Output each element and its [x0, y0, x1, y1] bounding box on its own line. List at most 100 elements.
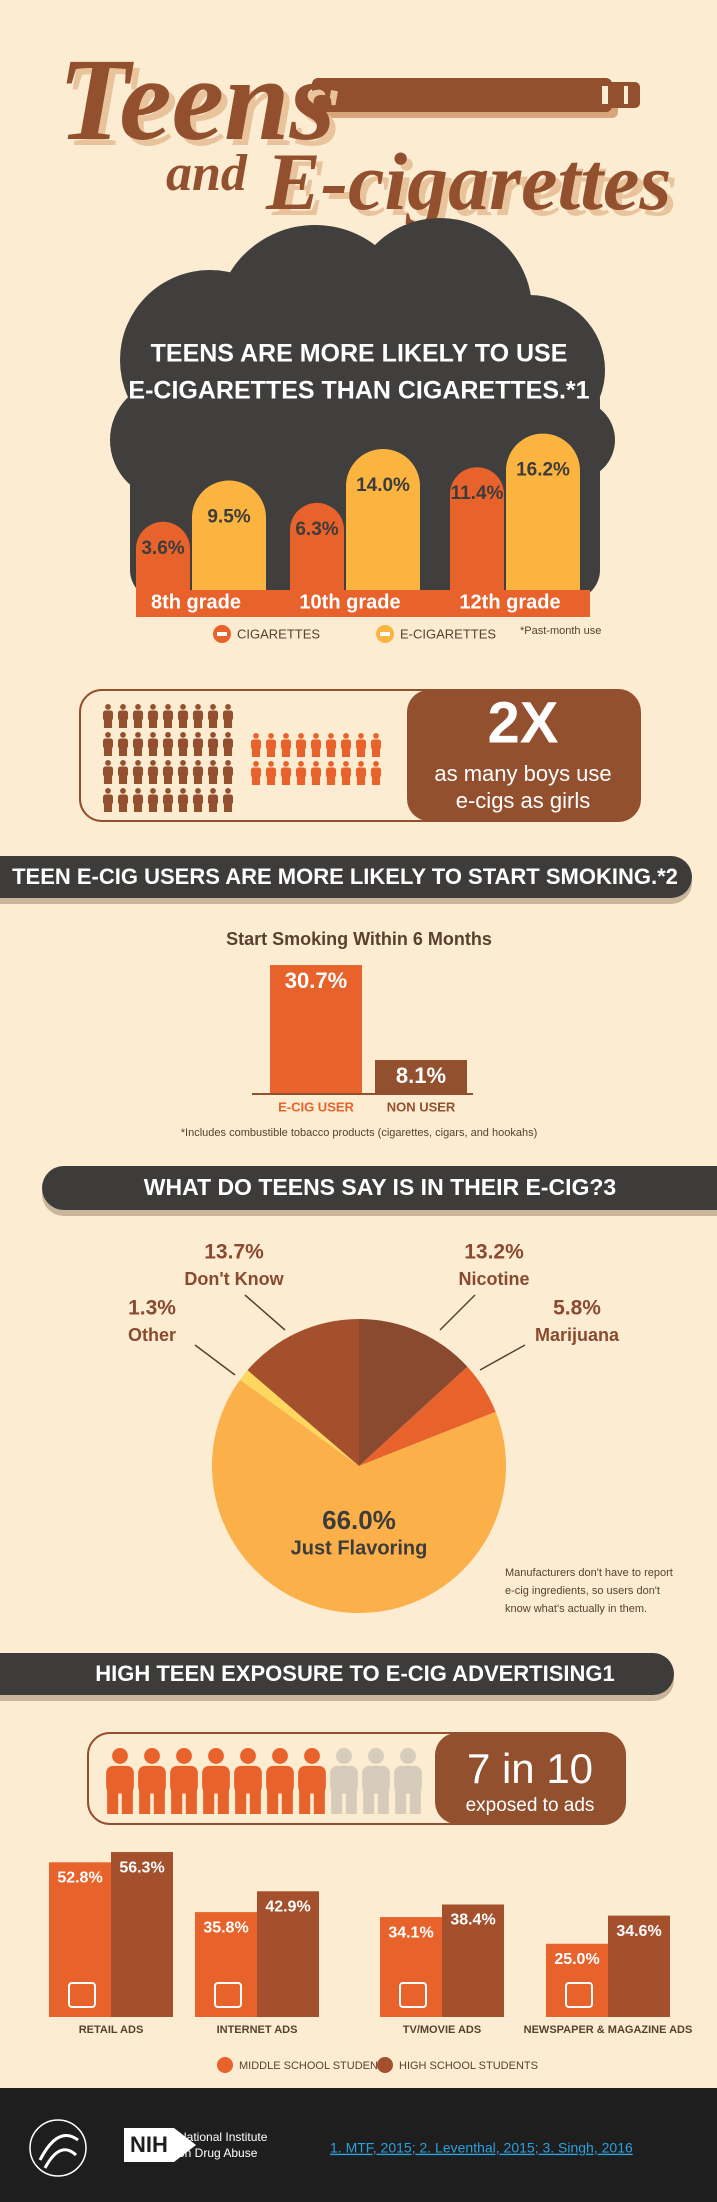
banner	[0, 1653, 674, 1695]
bar	[442, 1904, 504, 2017]
person-leg	[313, 1787, 325, 1814]
ad-icon	[399, 1982, 427, 2008]
person-body	[310, 767, 322, 778]
person-leg	[193, 802, 198, 812]
person-leg	[271, 775, 276, 785]
category-strip	[140, 590, 590, 617]
person-leg	[213, 802, 218, 812]
person-leg	[168, 718, 173, 728]
person-leg	[108, 802, 113, 812]
category-label: Marijuana	[535, 1325, 620, 1345]
note: know what's actually in them.	[505, 1603, 647, 1615]
person-body	[162, 738, 174, 749]
person-leg	[376, 775, 381, 785]
person-leg	[331, 775, 336, 785]
person-head	[358, 733, 364, 739]
person-body	[117, 794, 129, 805]
person-leg	[148, 746, 153, 756]
person-head	[150, 788, 156, 794]
person-leg	[346, 775, 351, 785]
person-leg	[301, 775, 306, 785]
person-head	[105, 704, 111, 710]
person-head	[373, 761, 379, 767]
person-leg	[271, 747, 276, 757]
person-body	[192, 794, 204, 805]
x-tick-label: NEWSPAPER & MAGAZINE ADS	[524, 2024, 693, 2036]
category-label: Don't Know	[184, 1269, 284, 1289]
person-body	[207, 710, 219, 721]
person-body	[177, 766, 189, 777]
person-leg	[198, 718, 203, 728]
value-label: 56.3%	[119, 1859, 164, 1876]
person-leg	[361, 747, 366, 757]
pie-slice	[240, 1370, 359, 1466]
person-body	[325, 767, 337, 778]
person-leg	[163, 718, 168, 728]
person-head	[313, 733, 319, 739]
person-head	[112, 1748, 128, 1764]
person-body	[370, 767, 382, 778]
person-leg	[148, 802, 153, 812]
person-leg	[183, 746, 188, 756]
person-leg	[193, 774, 198, 784]
legend-label: CIGARETTES	[237, 626, 320, 641]
value-label: 9.5%	[207, 507, 250, 528]
person-leg	[251, 775, 256, 785]
person-leg	[133, 774, 138, 784]
person-leg	[118, 802, 123, 812]
legend-label: HIGH SCHOOL STUDENTS	[399, 2060, 538, 2072]
person-body	[330, 1765, 358, 1794]
x-tick-label: 12th grade	[459, 591, 560, 613]
person-leg	[266, 747, 271, 757]
person-leg	[123, 802, 128, 812]
bar	[608, 1915, 670, 2017]
bar	[111, 1852, 173, 2017]
person-head	[195, 704, 201, 710]
note: *Past-month use	[520, 625, 601, 637]
person-body	[325, 739, 337, 750]
person-head	[135, 732, 141, 738]
person-leg	[133, 718, 138, 728]
banner-title: HIGH TEEN EXPOSURE TO E-CIG ADVERTISING1	[95, 1661, 615, 1686]
legend-label: MIDDLE SCHOOL STUDENTS	[239, 2060, 392, 2072]
nih-logo-arrow	[174, 2128, 196, 2162]
person-head	[120, 732, 126, 738]
person-head	[180, 704, 186, 710]
person-leg	[281, 747, 286, 757]
person-leg	[266, 775, 271, 785]
person-leg	[286, 747, 291, 757]
title-line2: and	[166, 145, 248, 202]
title-line1: Teens	[58, 34, 336, 165]
person-leg	[228, 746, 233, 756]
person-leg	[203, 1787, 215, 1814]
bar	[450, 467, 504, 617]
person-body	[138, 1765, 166, 1794]
person-head	[165, 732, 171, 738]
title-shadow: E-cigarettes	[271, 142, 677, 233]
person-leg	[256, 747, 261, 757]
pie-slice	[359, 1366, 496, 1466]
nih-short: NIH	[130, 2132, 168, 2157]
value-label: 1.3%	[128, 1297, 176, 1320]
person-leg	[356, 747, 361, 757]
person-leg	[168, 802, 173, 812]
person-head	[298, 761, 304, 767]
person-leg	[103, 774, 108, 784]
person-head	[210, 732, 216, 738]
value-label: 3.6%	[141, 538, 184, 559]
references[interactable]: 1. MTF, 2015; 2. Leventhal, 2015; 3. Sin…	[330, 2140, 633, 2156]
bar	[270, 965, 362, 1094]
org-name: on Drug Abuse	[178, 2146, 258, 2160]
banner-title: TEEN E-CIG USERS ARE MORE LIKELY TO STAR…	[12, 864, 678, 889]
person-leg	[118, 746, 123, 756]
headline: 2X	[488, 690, 559, 755]
person-leg	[138, 746, 143, 756]
person-head	[225, 732, 231, 738]
person-head	[253, 733, 259, 739]
person-body	[280, 739, 292, 750]
person-leg	[256, 775, 261, 785]
person-leg	[249, 1787, 261, 1814]
person-leg	[331, 1787, 343, 1814]
